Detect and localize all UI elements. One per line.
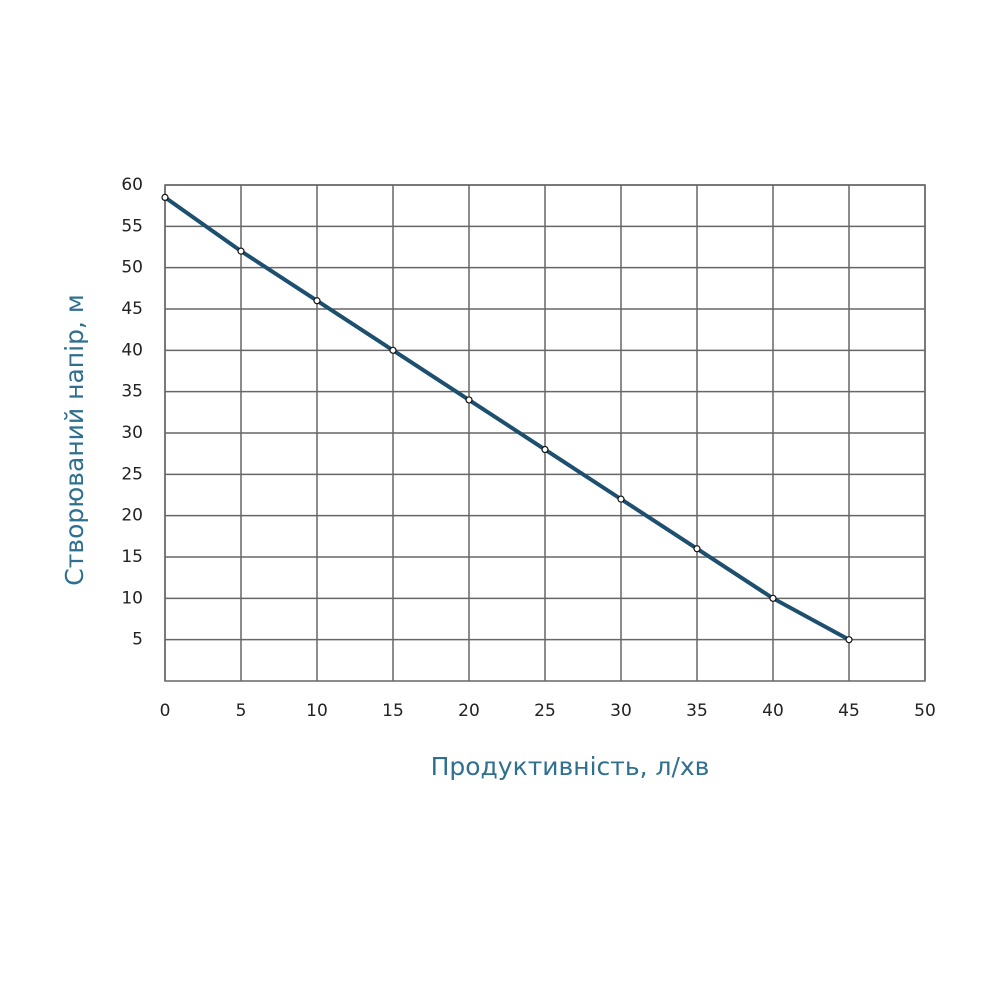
y-tick-label: 50 — [121, 258, 143, 278]
x-tick-label: 15 — [382, 701, 404, 721]
data-point — [541, 445, 549, 454]
data-point — [769, 594, 777, 602]
x-tick-label: 20 — [458, 701, 480, 721]
y-tick-label: 15 — [121, 547, 143, 567]
x-tick-label: 45 — [838, 701, 860, 721]
y-tick-label: 10 — [121, 588, 143, 608]
data-point — [237, 247, 245, 255]
x-tick-label: 25 — [534, 701, 556, 721]
y-tick-label: 30 — [121, 423, 143, 443]
data-line — [163, 195, 850, 642]
x-axis-title: Продуктивність, л/хв — [431, 752, 710, 781]
data-point — [617, 495, 625, 503]
y-tick-label: 35 — [121, 382, 143, 402]
y-tick-label: 45 — [121, 299, 143, 319]
x-tick-label: 35 — [686, 701, 708, 721]
data-point — [389, 346, 397, 354]
x-tick-label: 10 — [306, 701, 328, 721]
data-point — [465, 396, 473, 404]
data-point — [161, 193, 169, 201]
x-tick-label: 50 — [914, 701, 936, 721]
y-tick-label: 25 — [121, 464, 143, 484]
data-point — [313, 297, 321, 305]
y-tick-label: 20 — [121, 506, 143, 526]
y-tick-label: 60 — [121, 175, 143, 195]
y-tick-label: 55 — [121, 216, 143, 236]
data-point — [845, 636, 853, 644]
x-tick-label: 5 — [236, 701, 247, 721]
y-axis-title: Створюваний напір, м — [60, 294, 89, 585]
y-tick-label: 5 — [132, 630, 143, 650]
x-tick-label: 40 — [762, 701, 784, 721]
data-point — [693, 545, 701, 553]
y-tick-label: 40 — [121, 340, 143, 360]
x-tick-label: 0 — [160, 701, 171, 721]
x-tick-label: 30 — [610, 701, 632, 721]
